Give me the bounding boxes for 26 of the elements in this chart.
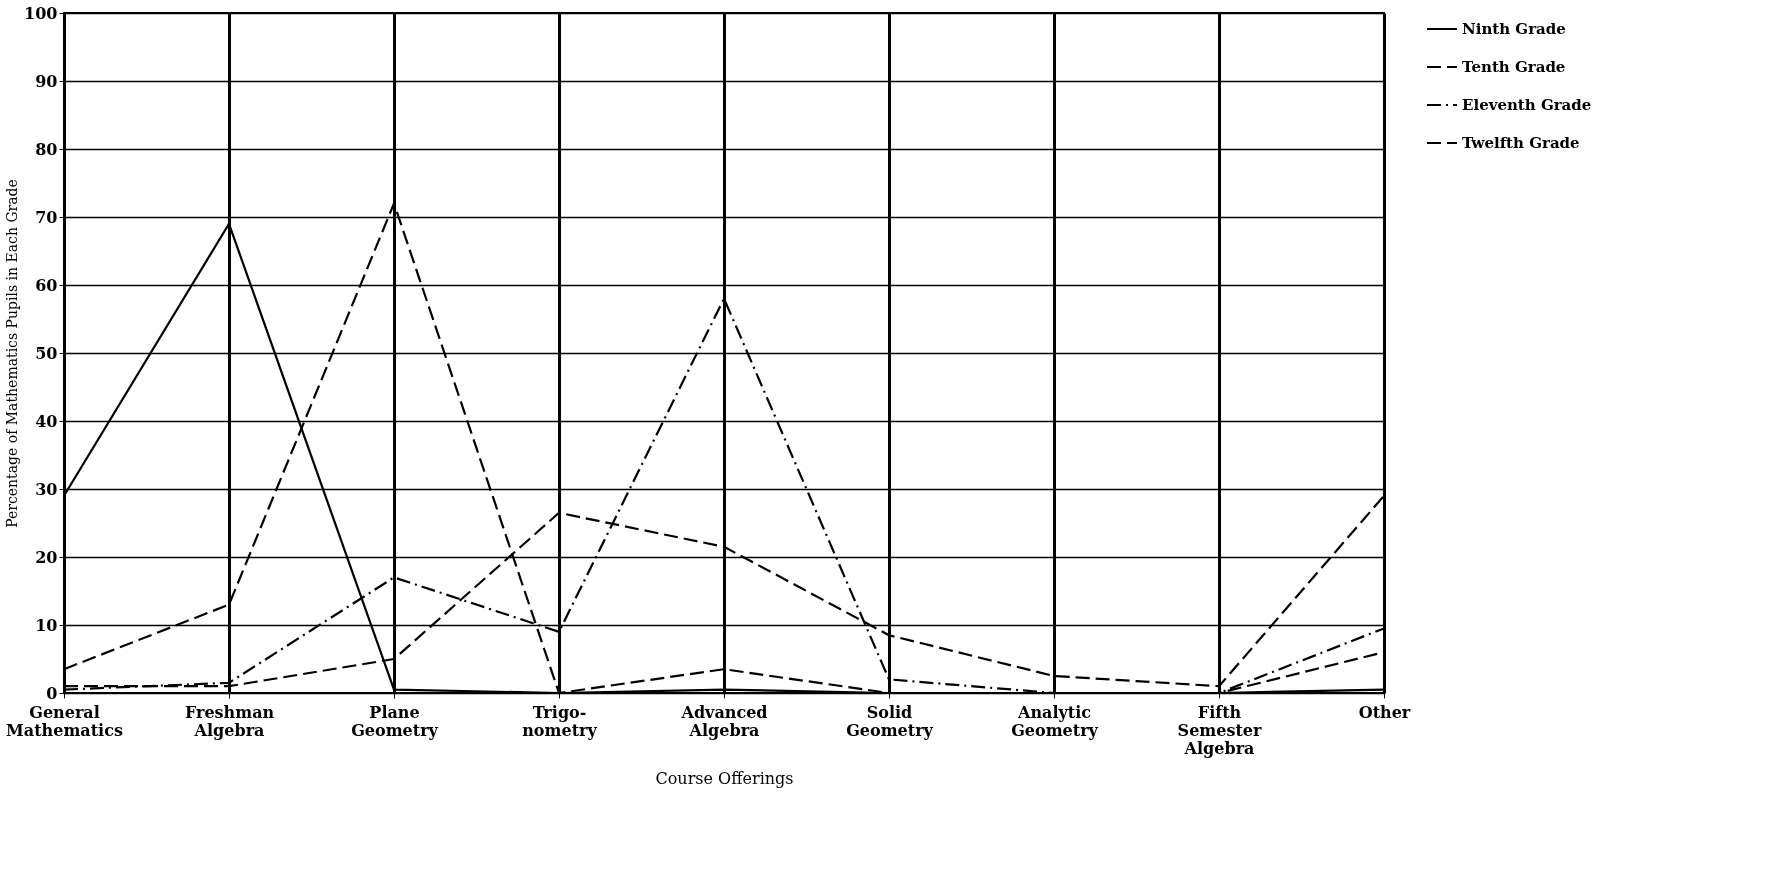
- y-tick-label: 10: [35, 615, 58, 635]
- y-tick-label: 80: [35, 139, 58, 159]
- y-tick-label: 30: [35, 479, 58, 499]
- y-tick-label: 60: [35, 275, 58, 295]
- x-tick-label: Other: [1358, 702, 1411, 722]
- x-tick-label: Plane Geometry: [351, 702, 439, 740]
- x-tick-label: Advanced Algebra: [680, 702, 768, 740]
- x-tick-label: Analytic Geometry: [1011, 702, 1099, 740]
- y-tick-label: 40: [35, 411, 58, 431]
- legend-label: Tenth Grade: [1462, 58, 1566, 76]
- x-tick-label: Solid Geometry: [846, 702, 934, 740]
- y-axis-title: Percentage of Mathematics Pupils in Each Grade: [4, 179, 21, 528]
- y-tick-label: 20: [35, 547, 58, 567]
- legend-label: Eleventh Grade: [1462, 96, 1592, 114]
- y-tick-label: 70: [35, 207, 58, 227]
- x-tick-label: Fifth Semester Algebra: [1177, 702, 1262, 758]
- x-tick-label: Freshman Algebra: [184, 702, 275, 740]
- y-tick-label: 90: [35, 71, 58, 91]
- x-axis-title: Course Offerings: [655, 768, 794, 788]
- legend-label: Ninth Grade: [1462, 20, 1566, 38]
- x-tick-label: Trigo- nometry: [522, 702, 598, 740]
- legend-label: Twelfth Grade: [1462, 134, 1580, 152]
- y-tick-label: 100: [24, 3, 58, 23]
- x-tick-label: General Mathematics: [6, 702, 123, 740]
- y-tick-label: 50: [35, 343, 58, 363]
- y-tick-label: 0: [46, 683, 58, 703]
